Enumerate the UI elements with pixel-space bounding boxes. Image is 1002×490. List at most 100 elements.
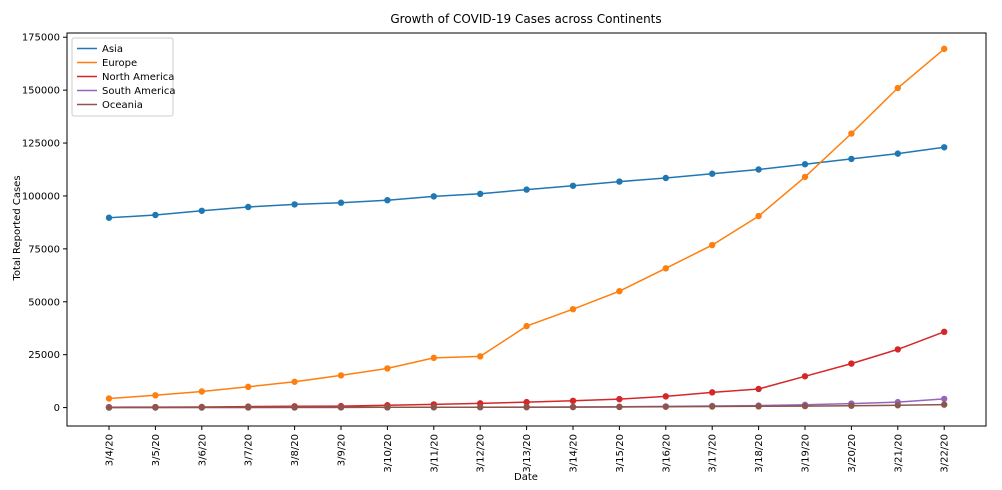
legend-label-oceania: Oceania [102,100,143,111]
data-point-oceania [523,403,530,411]
legend-label-europe: Europe [102,58,137,69]
series-line-europe [108,48,945,400]
x-tick-label: 3/18/20 [754,434,765,473]
data-point-oceania [477,404,484,411]
plot-frame [66,32,987,427]
y-tick-label: 0 [54,403,60,414]
data-point-asia [152,211,159,219]
data-point-europe [569,305,577,313]
data-point-asia [801,161,809,168]
x-tick-label: 3/21/20 [893,434,904,473]
data-point-asia [523,186,530,193]
data-point-europe [801,173,809,181]
legend: Asia Europe North America South America Ocea… [71,37,176,117]
data-point-oceania [616,403,623,411]
y-tick-label: 125000 [22,139,60,150]
series-line-north-america [108,331,945,408]
data-point-oceania [430,404,437,411]
x-tick-label: 3/7/20 [244,434,255,466]
data-point-north-america [523,398,530,406]
data-point-north-america [801,373,809,380]
legend-label-north-america: North America [102,72,174,83]
data-point-europe [662,265,669,272]
x-tick-label: 3/19/20 [801,434,812,473]
x-tick-label: 3/16/20 [661,434,672,473]
data-point-europe [616,287,623,295]
y-tick-label: 50000 [28,297,60,308]
data-point-europe [477,353,484,360]
data-point-europe [105,395,113,402]
data-point-asia [941,144,948,151]
x-tick-label: 3/9/20 [337,434,348,466]
data-point-oceania [801,402,809,410]
data-point-oceania [337,404,345,411]
data-point-asia [430,193,437,200]
data-point-europe [291,378,298,385]
data-point-north-america [662,393,669,400]
data-point-asia [477,190,484,198]
data-point-oceania [105,404,113,411]
x-tick-label: 3/15/20 [615,434,626,473]
x-tick-label: 3/17/20 [708,434,719,473]
x-tick-label: 3/5/20 [151,434,162,466]
data-point-europe [430,354,437,362]
data-point-oceania [662,403,669,410]
data-point-oceania [152,404,159,411]
x-tick-label: 3/6/20 [197,434,208,466]
data-point-asia [245,203,252,211]
data-point-europe [894,84,901,92]
data-point-europe [198,388,205,395]
data-point-oceania [198,404,205,411]
data-point-north-america [755,385,762,393]
x-tick-label: 3/4/20 [105,434,116,466]
data-point-europe [152,392,159,399]
data-point-asia [105,214,113,221]
data-point-oceania [384,404,391,411]
data-point-north-america [894,346,901,353]
data-point-north-america [569,397,577,405]
y-tick-label: 100000 [22,191,60,202]
data-point-asia [569,182,577,189]
data-point-north-america [616,395,623,403]
data-point-asia [291,201,298,208]
x-tick-label: 3/10/20 [383,434,394,473]
chart-title: Growth of COVID-19 Cases across Continen… [390,12,661,26]
x-tick-label: 3/14/20 [569,434,580,473]
data-point-europe [709,241,716,249]
x-axis-title: Date [514,472,538,483]
x-tick-label: 3/20/20 [847,434,858,473]
data-point-europe [848,130,855,137]
legend-label-south-america: South America [102,86,176,97]
data-point-asia [848,155,855,163]
y-tick-label: 75000 [28,244,60,255]
data-point-oceania [245,404,252,411]
data-point-europe [384,365,391,372]
data-point-oceania [941,401,948,408]
legend-box [71,37,174,117]
series-line-asia [108,146,945,219]
y-axis-title: Total Reported Cases [12,175,23,281]
y-tick-label: 175000 [22,33,60,44]
data-point-asia [616,178,623,185]
data-point-oceania [291,404,298,411]
data-point-asia [384,196,391,204]
data-point-oceania [755,403,762,410]
x-tick-label: 3/11/20 [429,434,440,473]
x-tick-label: 3/13/20 [522,434,533,473]
data-point-oceania [569,403,577,411]
data-point-europe [245,383,252,391]
data-point-oceania [848,402,855,409]
data-point-europe [337,372,345,379]
data-point-europe [523,322,530,330]
x-tick-label: 3/22/20 [940,434,951,473]
data-point-europe [755,212,762,220]
data-point-asia [709,170,716,177]
x-tick-label: 3/12/20 [476,434,487,473]
data-point-north-america [709,389,716,396]
y-tick-label: 150000 [22,86,60,97]
data-point-europe [941,45,948,53]
data-point-asia [755,166,762,173]
data-point-south-america [941,395,948,403]
